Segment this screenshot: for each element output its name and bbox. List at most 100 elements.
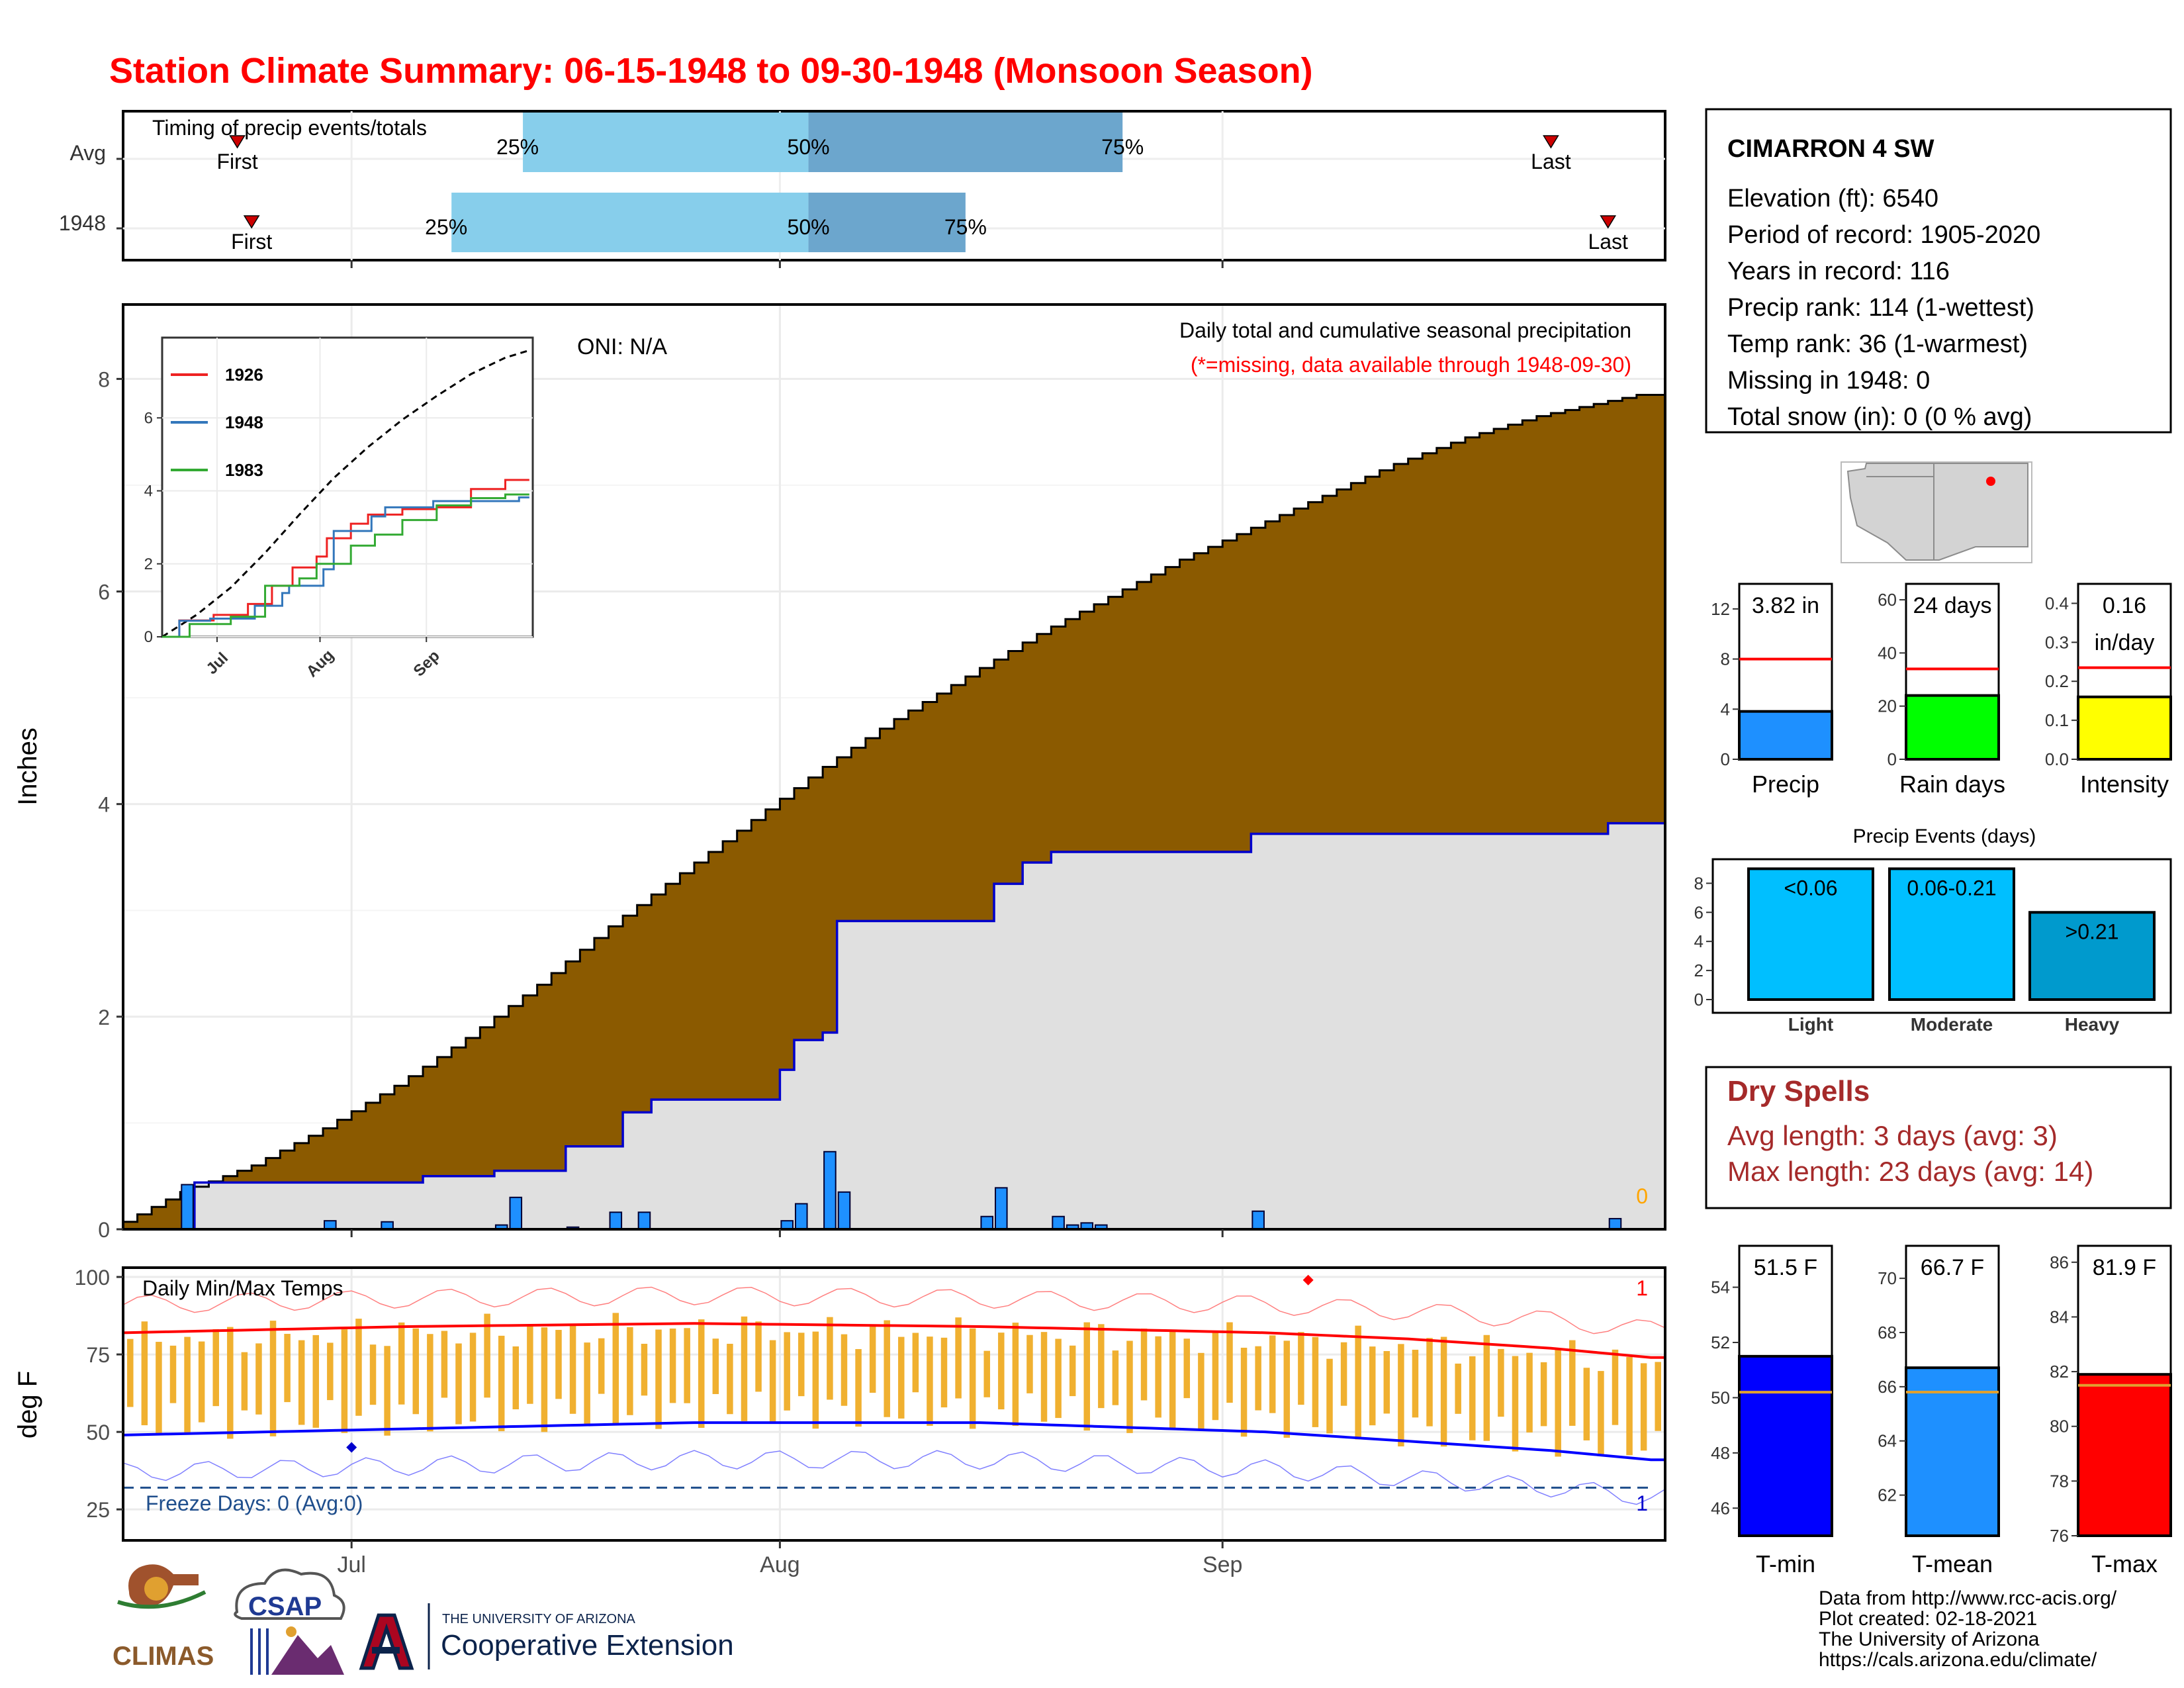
- station-line: Elevation (ft): 6540: [1727, 185, 1938, 212]
- daily-temp-bar: [669, 1328, 676, 1403]
- daily-temp-bar: [198, 1341, 205, 1423]
- daily-temp-bar: [912, 1333, 919, 1393]
- first-event-marker: [229, 135, 246, 149]
- last-event-label: Last: [1531, 150, 1571, 173]
- summary-tick-label: 46: [1711, 1498, 1730, 1518]
- summary-bar-label: T-min: [1756, 1550, 1815, 1577]
- daily-temp-bar: [712, 1338, 719, 1394]
- summary-tick-label: 64: [1878, 1431, 1897, 1451]
- daily-temp-bar: [1083, 1322, 1090, 1431]
- first-event-label: First: [216, 150, 257, 173]
- daily-temp-bar: [1140, 1329, 1148, 1401]
- daily-temp-bar: [1255, 1346, 1261, 1411]
- daily-temp-bar: [284, 1334, 291, 1403]
- record-high-marker: [1302, 1274, 1314, 1286]
- daily-temp-bar: [627, 1327, 633, 1415]
- summary-tick-label: 80: [2050, 1417, 2069, 1436]
- timing-row-label-1948: 1948: [59, 211, 106, 235]
- precip-y-tick-label: 8: [98, 367, 110, 391]
- timing-p75-label: 75%: [944, 215, 987, 239]
- daily-temp-bar: [884, 1320, 890, 1417]
- summary-tick-label: 76: [2050, 1526, 2069, 1546]
- daily-temp-bar: [1283, 1340, 1291, 1438]
- daily-temp-bar: [1583, 1368, 1590, 1440]
- daily-precip-bar: [1608, 1217, 1622, 1230]
- events-tick-label: 4: [1694, 931, 1704, 951]
- daily-temp-bar: [1169, 1331, 1176, 1429]
- summary-tick-label: 48: [1711, 1443, 1730, 1463]
- station-line: Period of record: 1905-2020: [1727, 221, 2040, 249]
- daily-temp-bar: [569, 1325, 576, 1414]
- station-line: Temp rank: 36 (1-warmest): [1727, 330, 2028, 358]
- daily-temp-bar: [755, 1321, 762, 1392]
- events-tick-label: 8: [1694, 873, 1704, 893]
- daily-temp-bar: [1540, 1362, 1547, 1427]
- precip-event-range-label: 0.06-0.21: [1907, 876, 1996, 900]
- daily-precip-bar: [995, 1187, 1008, 1230]
- summary-tick-label: 86: [2050, 1252, 2069, 1272]
- dry-spells-box: Dry Spells Avg length: 3 days (avg: 3) M…: [1705, 1066, 2172, 1209]
- daily-temp-bar: [798, 1333, 805, 1397]
- summary-bar-value: [2077, 695, 2172, 761]
- daily-temp-bar: [184, 1336, 191, 1434]
- daily-temp-bar: [1355, 1325, 1361, 1440]
- last-event-marker: [1543, 135, 1559, 149]
- precip-annotation-title: Daily total and cumulative seasonal prec…: [1179, 318, 1631, 342]
- record-low-line: [122, 1450, 1666, 1505]
- summary-bar-value: [1905, 1366, 2000, 1537]
- timing-p25-label: 25%: [496, 135, 539, 159]
- csap-logo: CSAP: [234, 1568, 345, 1675]
- precip-event-bar: [2028, 911, 2156, 1001]
- daily-temp-bar: [1340, 1342, 1347, 1406]
- summary-bar-value: [1738, 1354, 1833, 1538]
- summary-tick-label: 82: [2050, 1362, 2069, 1382]
- daily-temp-bar: [1483, 1335, 1490, 1441]
- events-tick-label: 2: [1694, 961, 1704, 980]
- inset-series-line: [162, 479, 529, 638]
- inset-y-tick-label: 0: [144, 628, 153, 646]
- daily-temp-bar: [969, 1328, 976, 1429]
- temp-y-tick-label: 75: [86, 1343, 110, 1367]
- daily-temp-bar: [527, 1326, 533, 1404]
- daily-temp-bar: [1655, 1362, 1661, 1431]
- daily-temp-bar: [684, 1328, 690, 1403]
- daily-precip-bar: [794, 1203, 808, 1230]
- temp-panel: 25 50 75 100 deg F Daily Min/Max Temps Free…: [13, 1266, 1666, 1542]
- record-high-count: 1: [1636, 1276, 1648, 1300]
- precip-event-range-label: <0.06: [1784, 876, 1838, 900]
- summary-bar-label: Rain days: [1899, 771, 2005, 798]
- daily-temp-bar: [898, 1336, 905, 1419]
- daily-temp-bar: [212, 1329, 219, 1407]
- daily-temp-bar: [312, 1335, 319, 1428]
- precip-event-category-label: Light: [1788, 1014, 1833, 1035]
- temp-y-axis-label: deg F: [13, 1371, 42, 1438]
- daily-temp-bar: [156, 1342, 162, 1434]
- daily-temp-bar: [1126, 1340, 1133, 1433]
- daily-temp-bar: [1069, 1345, 1076, 1397]
- daily-temp-bar: [127, 1338, 134, 1407]
- timing-bar-50-75: [808, 193, 966, 252]
- daily-temp-bar: [1298, 1332, 1304, 1405]
- daily-temp-bar: [1055, 1338, 1062, 1419]
- daily-temp-bar: [827, 1317, 833, 1400]
- daily-temp-bar: [384, 1346, 390, 1436]
- summary-tick-label: 0.3: [2045, 632, 2069, 652]
- daily-temp-bar: [227, 1327, 234, 1439]
- daily-temp-bar: [341, 1329, 348, 1433]
- summary-value-label: 81.9 F: [2093, 1255, 2156, 1280]
- summary-tick-label: 54: [1711, 1278, 1730, 1297]
- precip-y-tick-label: 6: [98, 581, 110, 604]
- temp-y-tick-label: 50: [86, 1421, 110, 1444]
- precip-annotation-missing: (*=missing, data available through 1948-…: [1191, 353, 1631, 377]
- daily-temp-bar: [298, 1340, 305, 1425]
- summary-tick-label: 0.4: [2045, 593, 2069, 613]
- daily-temp-bar: [655, 1329, 662, 1429]
- daily-temp-bar: [1398, 1344, 1404, 1447]
- daily-temp-bar: [641, 1344, 648, 1396]
- dry-spells-avg: Avg length: 3 days (avg: 3): [1727, 1120, 2058, 1151]
- timing-panel-title: Timing of precip events/totals: [152, 116, 427, 140]
- summary-tick-label: 0: [1721, 749, 1730, 769]
- daily-temp-bar: [741, 1316, 748, 1421]
- precip-y-tick-label: 0: [98, 1218, 110, 1242]
- daily-temp-bar: [327, 1342, 334, 1401]
